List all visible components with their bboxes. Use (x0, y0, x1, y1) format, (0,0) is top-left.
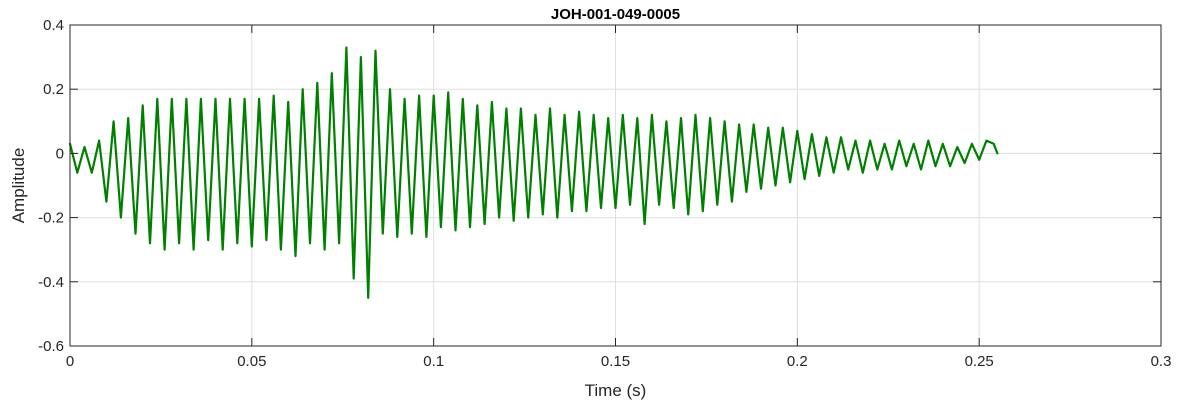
x-tick-label: 0.2 (787, 353, 808, 370)
y-tick-label: 0.4 (43, 17, 64, 34)
y-tick-label: -0.6 (38, 338, 64, 355)
chart-title: JOH-001-049-0005 (551, 6, 680, 23)
y-tick-labels: -0.6 -0.4 -0.2 0 0.2 0.4 (38, 17, 64, 355)
y-tick-label: 0 (56, 145, 64, 162)
y-tick-label: 0.2 (43, 81, 64, 98)
x-tick-label: 0 (66, 353, 74, 370)
x-tick-label: 0.05 (237, 353, 266, 370)
tick-marks (69, 24, 1162, 347)
x-tick-label: 0.1 (423, 353, 444, 370)
y-tick-label: -0.4 (38, 274, 64, 291)
series-layer (68, 46, 999, 299)
x-axis-label: Time (s) (585, 381, 647, 400)
series-line (68, 46, 999, 299)
x-tick-labels: 0 0.05 0.1 0.15 0.2 0.25 0.3 (66, 353, 1172, 370)
x-tick-label: 0.3 (1151, 353, 1172, 370)
y-tick-label: -0.2 (38, 210, 64, 227)
y-axis-label: Amplitude (9, 148, 28, 224)
x-tick-label: 0.15 (601, 353, 630, 370)
x-tick-label: 0.25 (965, 353, 994, 370)
